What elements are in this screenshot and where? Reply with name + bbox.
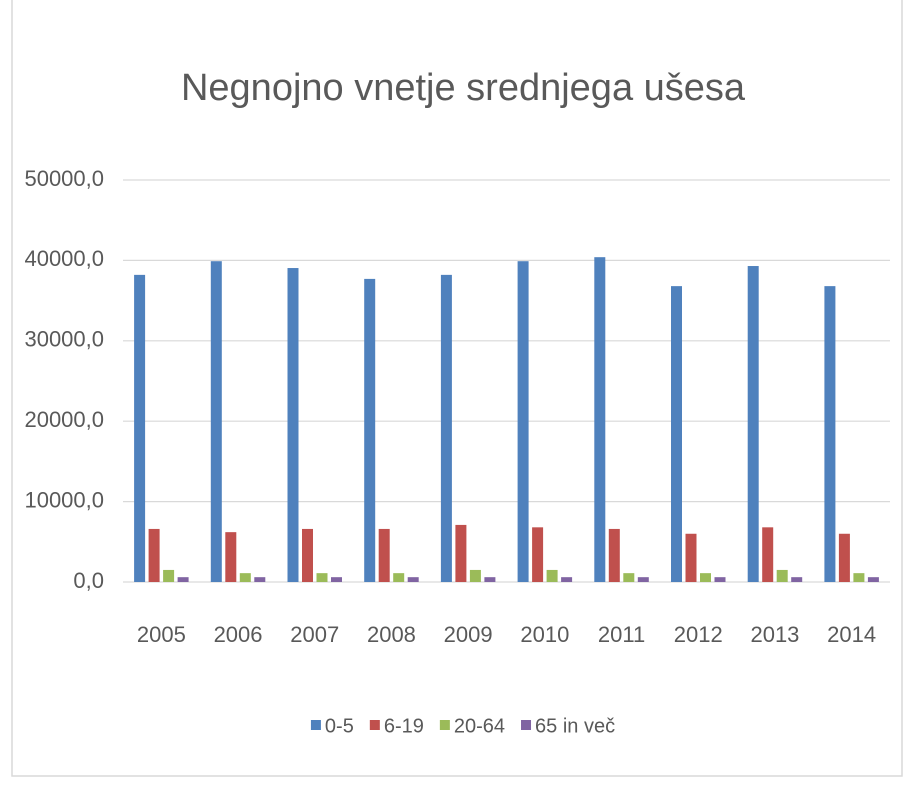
bar (331, 577, 342, 582)
legend-swatch (310, 720, 321, 730)
legend-label: 6-19 (384, 715, 424, 737)
bar (532, 527, 544, 582)
bar (517, 261, 529, 582)
bar (853, 573, 865, 582)
legend-label: 20-64 (454, 715, 505, 737)
bar (469, 569, 481, 582)
y-tick-label: 40000,0 (24, 246, 104, 271)
legend-swatch (521, 720, 532, 730)
x-tick-label: 2007 (290, 622, 339, 647)
x-tick-label: 2012 (674, 622, 723, 647)
bar (484, 577, 496, 582)
x-tick-label: 2010 (520, 622, 569, 647)
bar (210, 261, 222, 582)
bar (671, 286, 682, 582)
x-tick-label: 2013 (750, 622, 799, 647)
bar (637, 577, 649, 582)
bar (254, 577, 266, 582)
x-tick-label: 2006 (214, 622, 263, 647)
legend-swatch (369, 720, 380, 730)
bar (225, 532, 237, 582)
x-tick-label: 2008 (367, 622, 416, 647)
y-tick-label: 30000,0 (24, 327, 104, 352)
bar (838, 533, 850, 582)
bar (867, 577, 879, 582)
bar (762, 527, 774, 582)
bar (163, 569, 175, 582)
bar (700, 573, 711, 582)
bar (714, 577, 726, 582)
bar (594, 257, 606, 582)
x-tick-label: 2005 (137, 622, 186, 647)
bar (546, 569, 558, 582)
bar (440, 274, 452, 582)
y-tick-label: 20000,0 (24, 407, 104, 432)
bar (239, 573, 251, 582)
x-tick-label: 2011 (598, 622, 645, 647)
bar (148, 528, 160, 582)
bar (791, 577, 803, 582)
bar (685, 533, 697, 582)
x-tick-label: 2009 (444, 622, 493, 647)
bar (364, 278, 376, 582)
bar (302, 528, 313, 582)
bar (608, 528, 620, 582)
bar (287, 268, 299, 582)
y-tick-label: 0,0 (73, 568, 104, 593)
bar (378, 528, 390, 582)
bar (455, 524, 467, 582)
x-tick-label: 2014 (827, 622, 876, 647)
bar (177, 577, 189, 582)
bar (776, 569, 788, 582)
bar (561, 577, 573, 582)
bar (316, 573, 328, 582)
y-tick-label: 50000,0 (24, 166, 104, 191)
bar (824, 286, 836, 582)
y-tick-label: 10000,0 (24, 487, 104, 512)
chart-frame (11, 0, 903, 777)
bar (623, 573, 635, 582)
bar (747, 266, 759, 582)
bar (407, 577, 419, 582)
chart-title: Negnojno vnetje srednjega ušesa (181, 67, 746, 109)
legend-label: 0-5 (325, 715, 354, 737)
legend-label: 65 in več (535, 715, 615, 737)
legend-swatch (439, 720, 450, 730)
bar (393, 573, 405, 582)
bar (134, 274, 146, 582)
